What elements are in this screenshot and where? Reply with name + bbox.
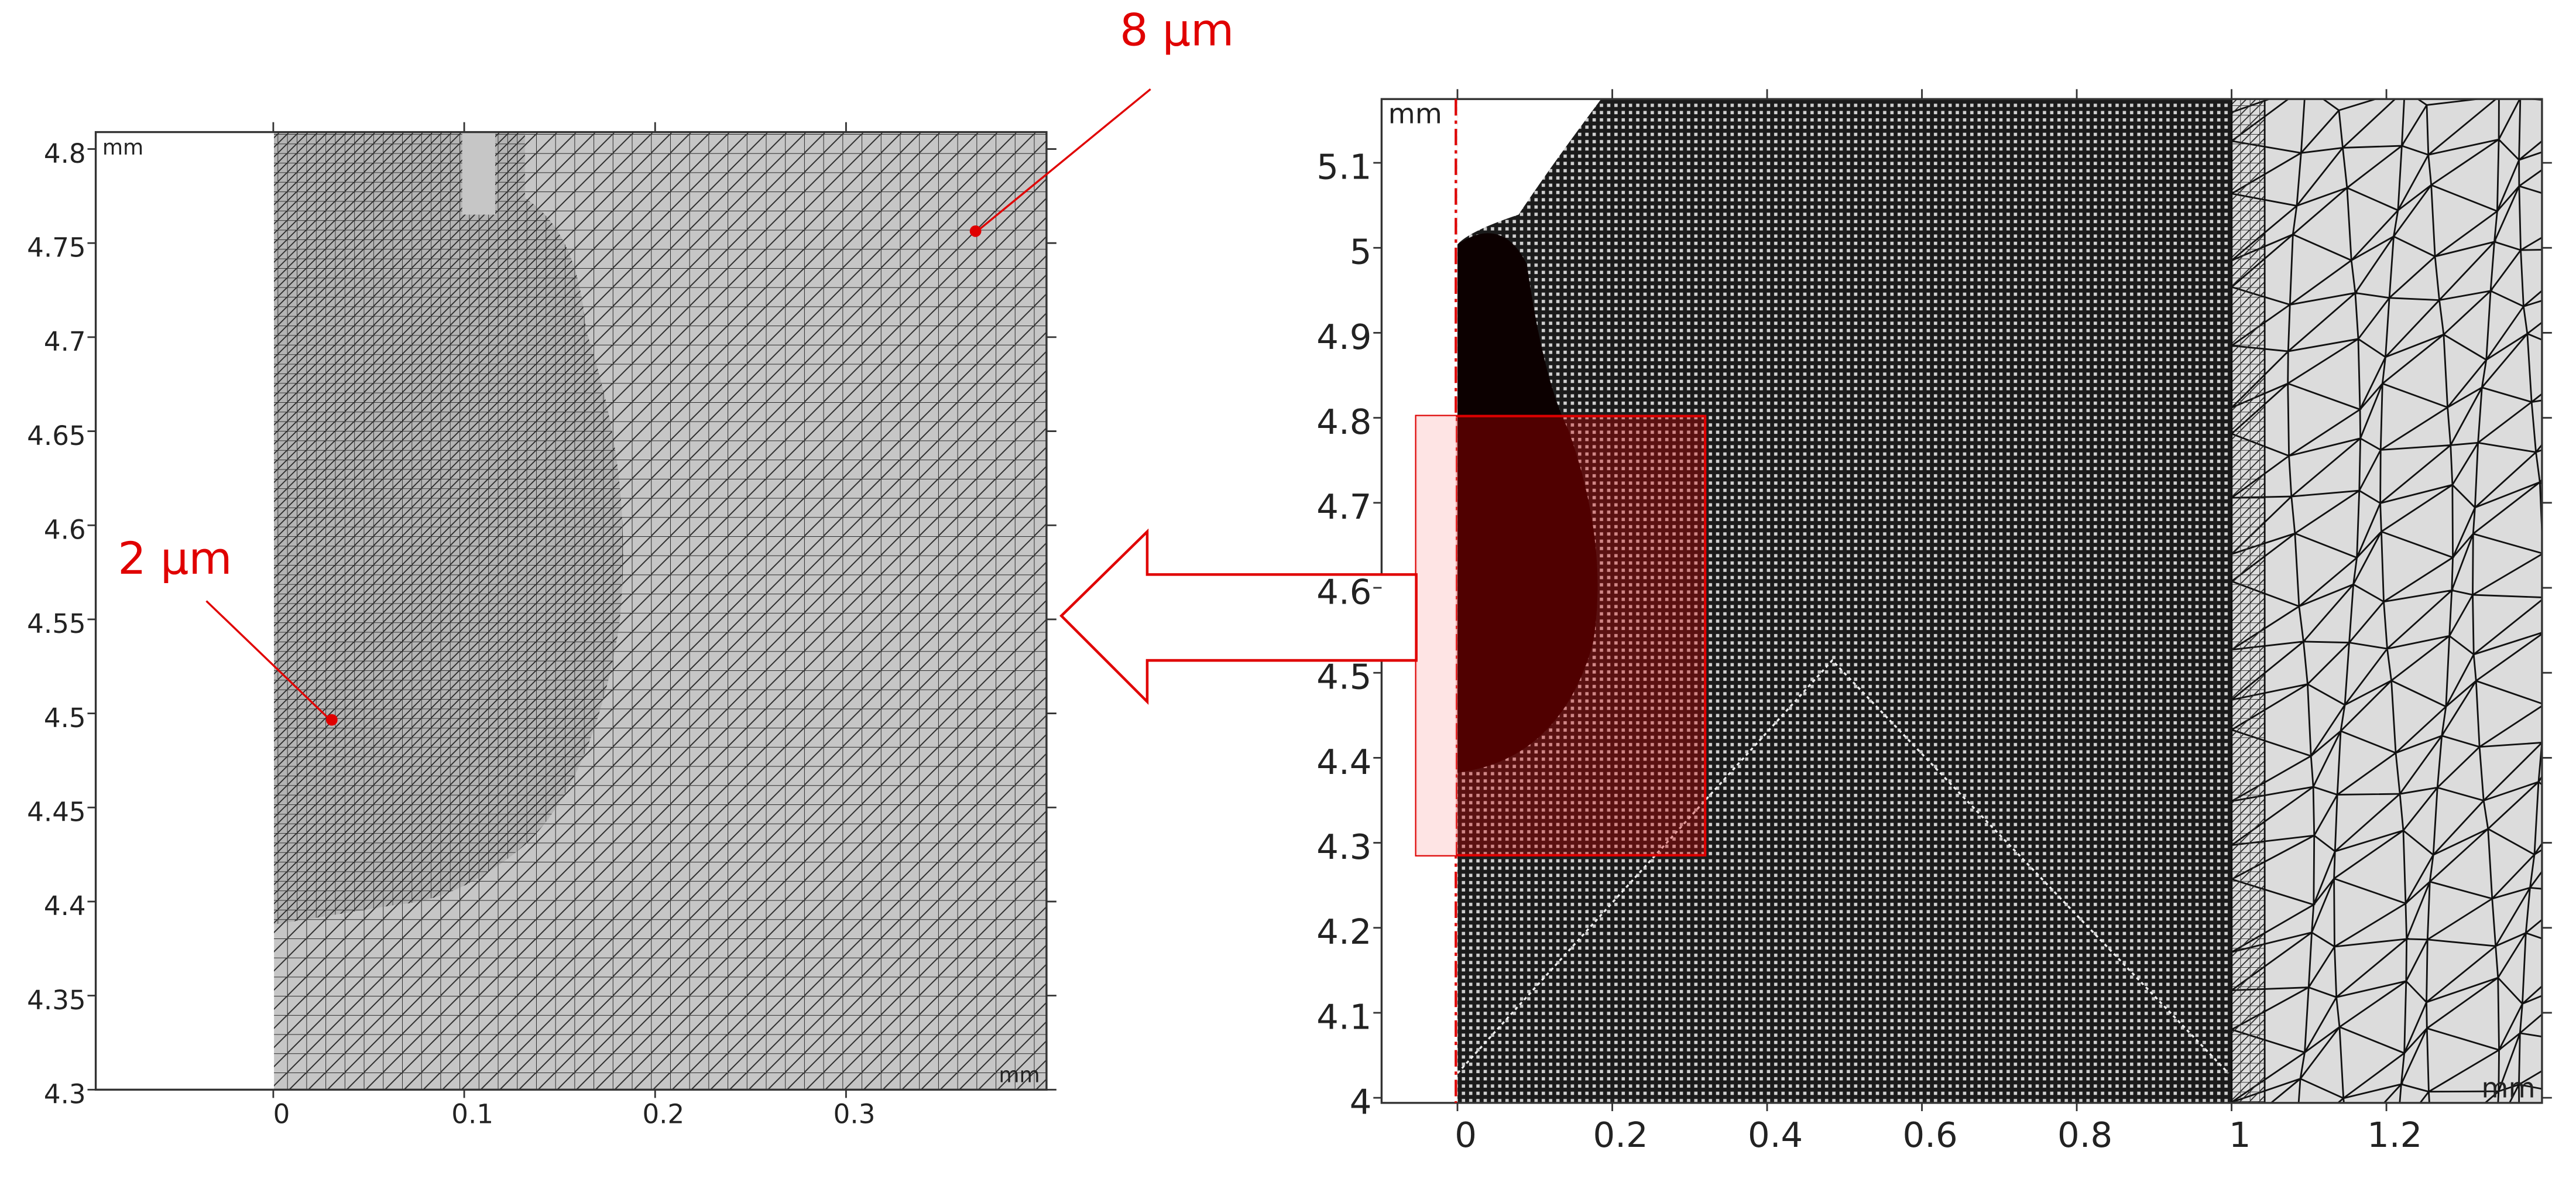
y-tick-label: 4.75 xyxy=(27,232,85,263)
y-tick-label: 4.5 xyxy=(44,703,86,734)
y-tick-label: 4.65 xyxy=(27,420,85,451)
unit-label: mm xyxy=(102,135,143,160)
x-tick-label: 0.2 xyxy=(642,1098,684,1129)
unit-label: mm xyxy=(2481,1072,2535,1104)
y-tick-label: 4 xyxy=(1350,1082,1372,1122)
y-tick-label: 4.7 xyxy=(44,326,86,357)
left-mesh xyxy=(274,132,1047,1090)
zoom-arrow xyxy=(1059,528,1418,705)
y-tick-label: 4.3 xyxy=(44,1079,86,1110)
y-tick-label: 4.3 xyxy=(1316,827,1371,867)
x-tick-label: 1 xyxy=(2229,1115,2251,1155)
x-tick-label: 0.4 xyxy=(1748,1115,1803,1155)
x-tick-label: 0.6 xyxy=(1903,1115,1958,1155)
y-tick-label: 5 xyxy=(1350,232,1372,272)
x-tick-label: 1.2 xyxy=(2367,1115,2422,1155)
annotation-pointer xyxy=(976,88,1151,232)
y-tick-label: 4.4 xyxy=(44,890,86,921)
y-tick-label: 4.8 xyxy=(44,138,86,169)
y-tick-label: 4.6 xyxy=(44,515,86,546)
y-tick-label: 4.2 xyxy=(1316,912,1371,952)
x-tick-label: 0 xyxy=(273,1098,290,1129)
zoom-region xyxy=(1415,414,1707,856)
annotation-dot xyxy=(325,714,338,726)
x-tick-label: 0.2 xyxy=(1593,1115,1648,1155)
y-tick-label: 4.55 xyxy=(27,608,85,639)
left-axes-frame xyxy=(94,131,1048,1091)
y-tick-label: 4.8 xyxy=(1316,402,1371,442)
y-tick-label: 4.7 xyxy=(1316,486,1371,527)
y-tick-label: 4.6 xyxy=(1316,571,1371,612)
y-tick-label: 4.5 xyxy=(1316,657,1371,697)
right-mesh xyxy=(1456,99,2542,1103)
x-tick-label: 0 xyxy=(1455,1115,1477,1155)
annotation-pointer xyxy=(205,600,331,721)
y-tick-label: 4.9 xyxy=(1316,317,1371,357)
x-tick-label: 0.3 xyxy=(833,1098,876,1129)
y-tick-label: 4.35 xyxy=(27,985,85,1016)
annotation: 2 µm xyxy=(118,532,232,584)
annotation-dot xyxy=(969,225,982,237)
y-tick-label: 5.1 xyxy=(1316,146,1371,187)
x-tick-label: 0.8 xyxy=(2057,1115,2112,1155)
y-tick-label: 4.45 xyxy=(27,797,85,828)
transition-band xyxy=(2231,99,2266,1103)
y-tick-label: 4.1 xyxy=(1316,996,1371,1037)
x-tick-label: 0.1 xyxy=(451,1098,493,1129)
unit-label: mm xyxy=(999,1063,1040,1088)
zoom-region-edge xyxy=(1416,416,1456,855)
y-tick-label: 4.4 xyxy=(1316,742,1371,782)
unit-label: mm xyxy=(1388,98,1442,130)
annotation: 8 µm xyxy=(1120,4,1234,56)
